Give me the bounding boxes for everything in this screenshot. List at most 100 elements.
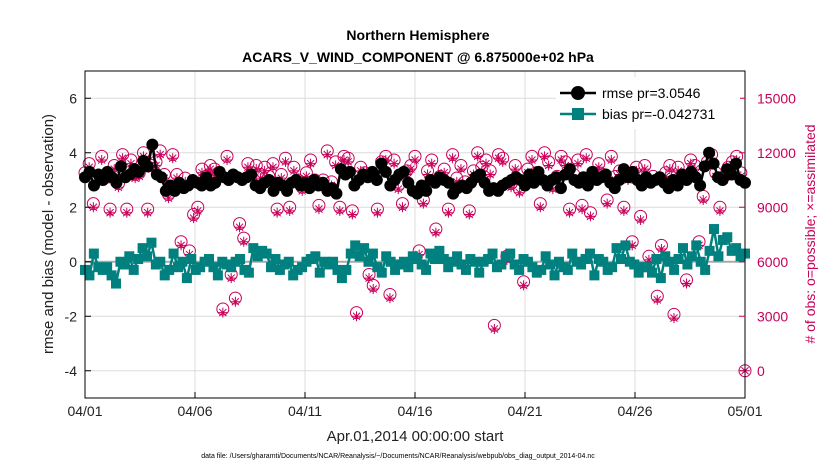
bias-point: [102, 262, 113, 273]
bias-point: [584, 248, 595, 259]
obs-assimilated-point: [288, 165, 299, 176]
bias-point: [164, 264, 175, 275]
obs-assimilated-point: [426, 158, 437, 169]
legend-box: [556, 77, 740, 129]
obs-assimilated-point: [543, 160, 554, 171]
x-axis: 04/01 04/06 04/11 04/16 04/21 04/26 05/01: [67, 392, 763, 419]
obs-assimilated-point: [96, 155, 107, 166]
obs-assimilated-point: [322, 149, 333, 160]
bias-point: [633, 267, 644, 278]
y-axis-left: -4 -2 0 2 4 6: [65, 90, 91, 379]
bias-point: [381, 251, 392, 262]
obs-assimilated-point: [142, 207, 153, 218]
obs-assimilated-point: [284, 205, 295, 216]
obs-assimilated-point: [188, 213, 199, 224]
rmse-point: [379, 165, 392, 178]
bias-point: [722, 232, 733, 243]
bias-point: [540, 251, 551, 262]
bias-point: [655, 273, 666, 284]
y-axis-right: 0 3000 6000 9000 12000 15000: [739, 90, 796, 379]
obs-assimilated-point: [176, 240, 187, 251]
bias-point: [186, 254, 197, 265]
rmse-point: [563, 163, 576, 176]
bias-point: [168, 248, 179, 259]
rmse-point: [703, 146, 716, 159]
bias-point: [452, 251, 463, 262]
bias-point: [235, 254, 246, 265]
bias-point: [700, 264, 711, 275]
obs-assimilated-point: [368, 284, 379, 294]
bias-point: [88, 248, 99, 259]
obs-assimilated-point: [481, 158, 492, 169]
x-tick-label: 04/21: [507, 403, 542, 419]
y-tick-label: -2: [65, 308, 78, 324]
bias-point: [474, 267, 485, 278]
bias-point: [212, 270, 223, 281]
rmse-point: [114, 160, 127, 173]
y-tick-label: -4: [65, 363, 78, 379]
obs-assimilated-point: [230, 296, 241, 307]
rmse-point: [330, 187, 343, 200]
bias-point: [332, 264, 343, 275]
bias-point: [314, 267, 325, 278]
bias-point: [261, 248, 272, 259]
obs-assimilated-point: [593, 162, 604, 173]
obs-assimilated-point: [664, 164, 675, 175]
bias-point: [142, 251, 153, 262]
rmse-point: [420, 184, 433, 197]
bias-point: [359, 243, 370, 254]
legend: rmse pr=3.0546 bias pr=-0.042731: [556, 77, 740, 129]
x-axis-label: Apr.01,2014 00:00:00 start: [327, 428, 505, 445]
obs-assimilated-point: [618, 205, 629, 216]
obs-assimilated-point: [489, 323, 500, 334]
bias-point: [447, 256, 458, 267]
bias-point: [536, 264, 547, 275]
bias-point: [363, 256, 374, 267]
bias-point: [553, 256, 564, 267]
obs-assimilated-point: [581, 153, 592, 164]
bias-point: [252, 251, 263, 262]
y-tick-label: 6: [69, 90, 77, 106]
rmse-point: [716, 174, 729, 186]
bias-point: [580, 254, 591, 265]
obs-assimilated-point: [163, 193, 174, 204]
bias-point: [514, 264, 525, 275]
obs-assimilated-point: [652, 294, 663, 305]
obs-assimilated-point: [217, 307, 228, 318]
obs-assimilated-point: [493, 153, 504, 164]
rmse-point: [370, 174, 383, 186]
bias-point: [173, 262, 184, 273]
obs-assimilated-point: [272, 207, 283, 218]
obs-assimilated-point: [334, 205, 345, 216]
obs-assimilated-point: [167, 153, 178, 164]
y-right-tick-label: 6000: [757, 254, 788, 270]
y-axis-right-label: # of obs: o=possible; ×=assimilated: [802, 124, 818, 343]
bias-point: [195, 262, 206, 273]
obs-assimilated-point: [564, 207, 575, 218]
bias-point: [629, 259, 640, 270]
bias-point: [438, 254, 449, 265]
obs-assimilated-point: [572, 158, 583, 169]
legend-rmse-label: rmse pr=3.0546: [602, 85, 701, 101]
obs-assimilated-point: [681, 278, 692, 289]
bias-point: [673, 254, 684, 265]
bias-point: [425, 248, 436, 259]
bias-point: [208, 262, 219, 273]
rmse-point: [442, 176, 455, 189]
obs-assimilated-point: [485, 169, 496, 180]
obs-assimilated-point: [514, 187, 525, 198]
bias-point: [545, 259, 556, 270]
bias-point: [390, 264, 401, 275]
rmse-point: [725, 168, 738, 181]
bias-point: [611, 243, 622, 254]
obs-assimilated-point: [539, 151, 550, 162]
x-tick-label: 04/26: [617, 403, 652, 419]
bias-point: [522, 256, 533, 267]
obs-assimilated-point: [430, 227, 441, 238]
bias-point: [686, 251, 697, 262]
bias-point: [310, 251, 321, 262]
bias-point: [204, 254, 215, 265]
bias-point: [483, 254, 494, 265]
obs-assimilated-point: [455, 164, 466, 175]
